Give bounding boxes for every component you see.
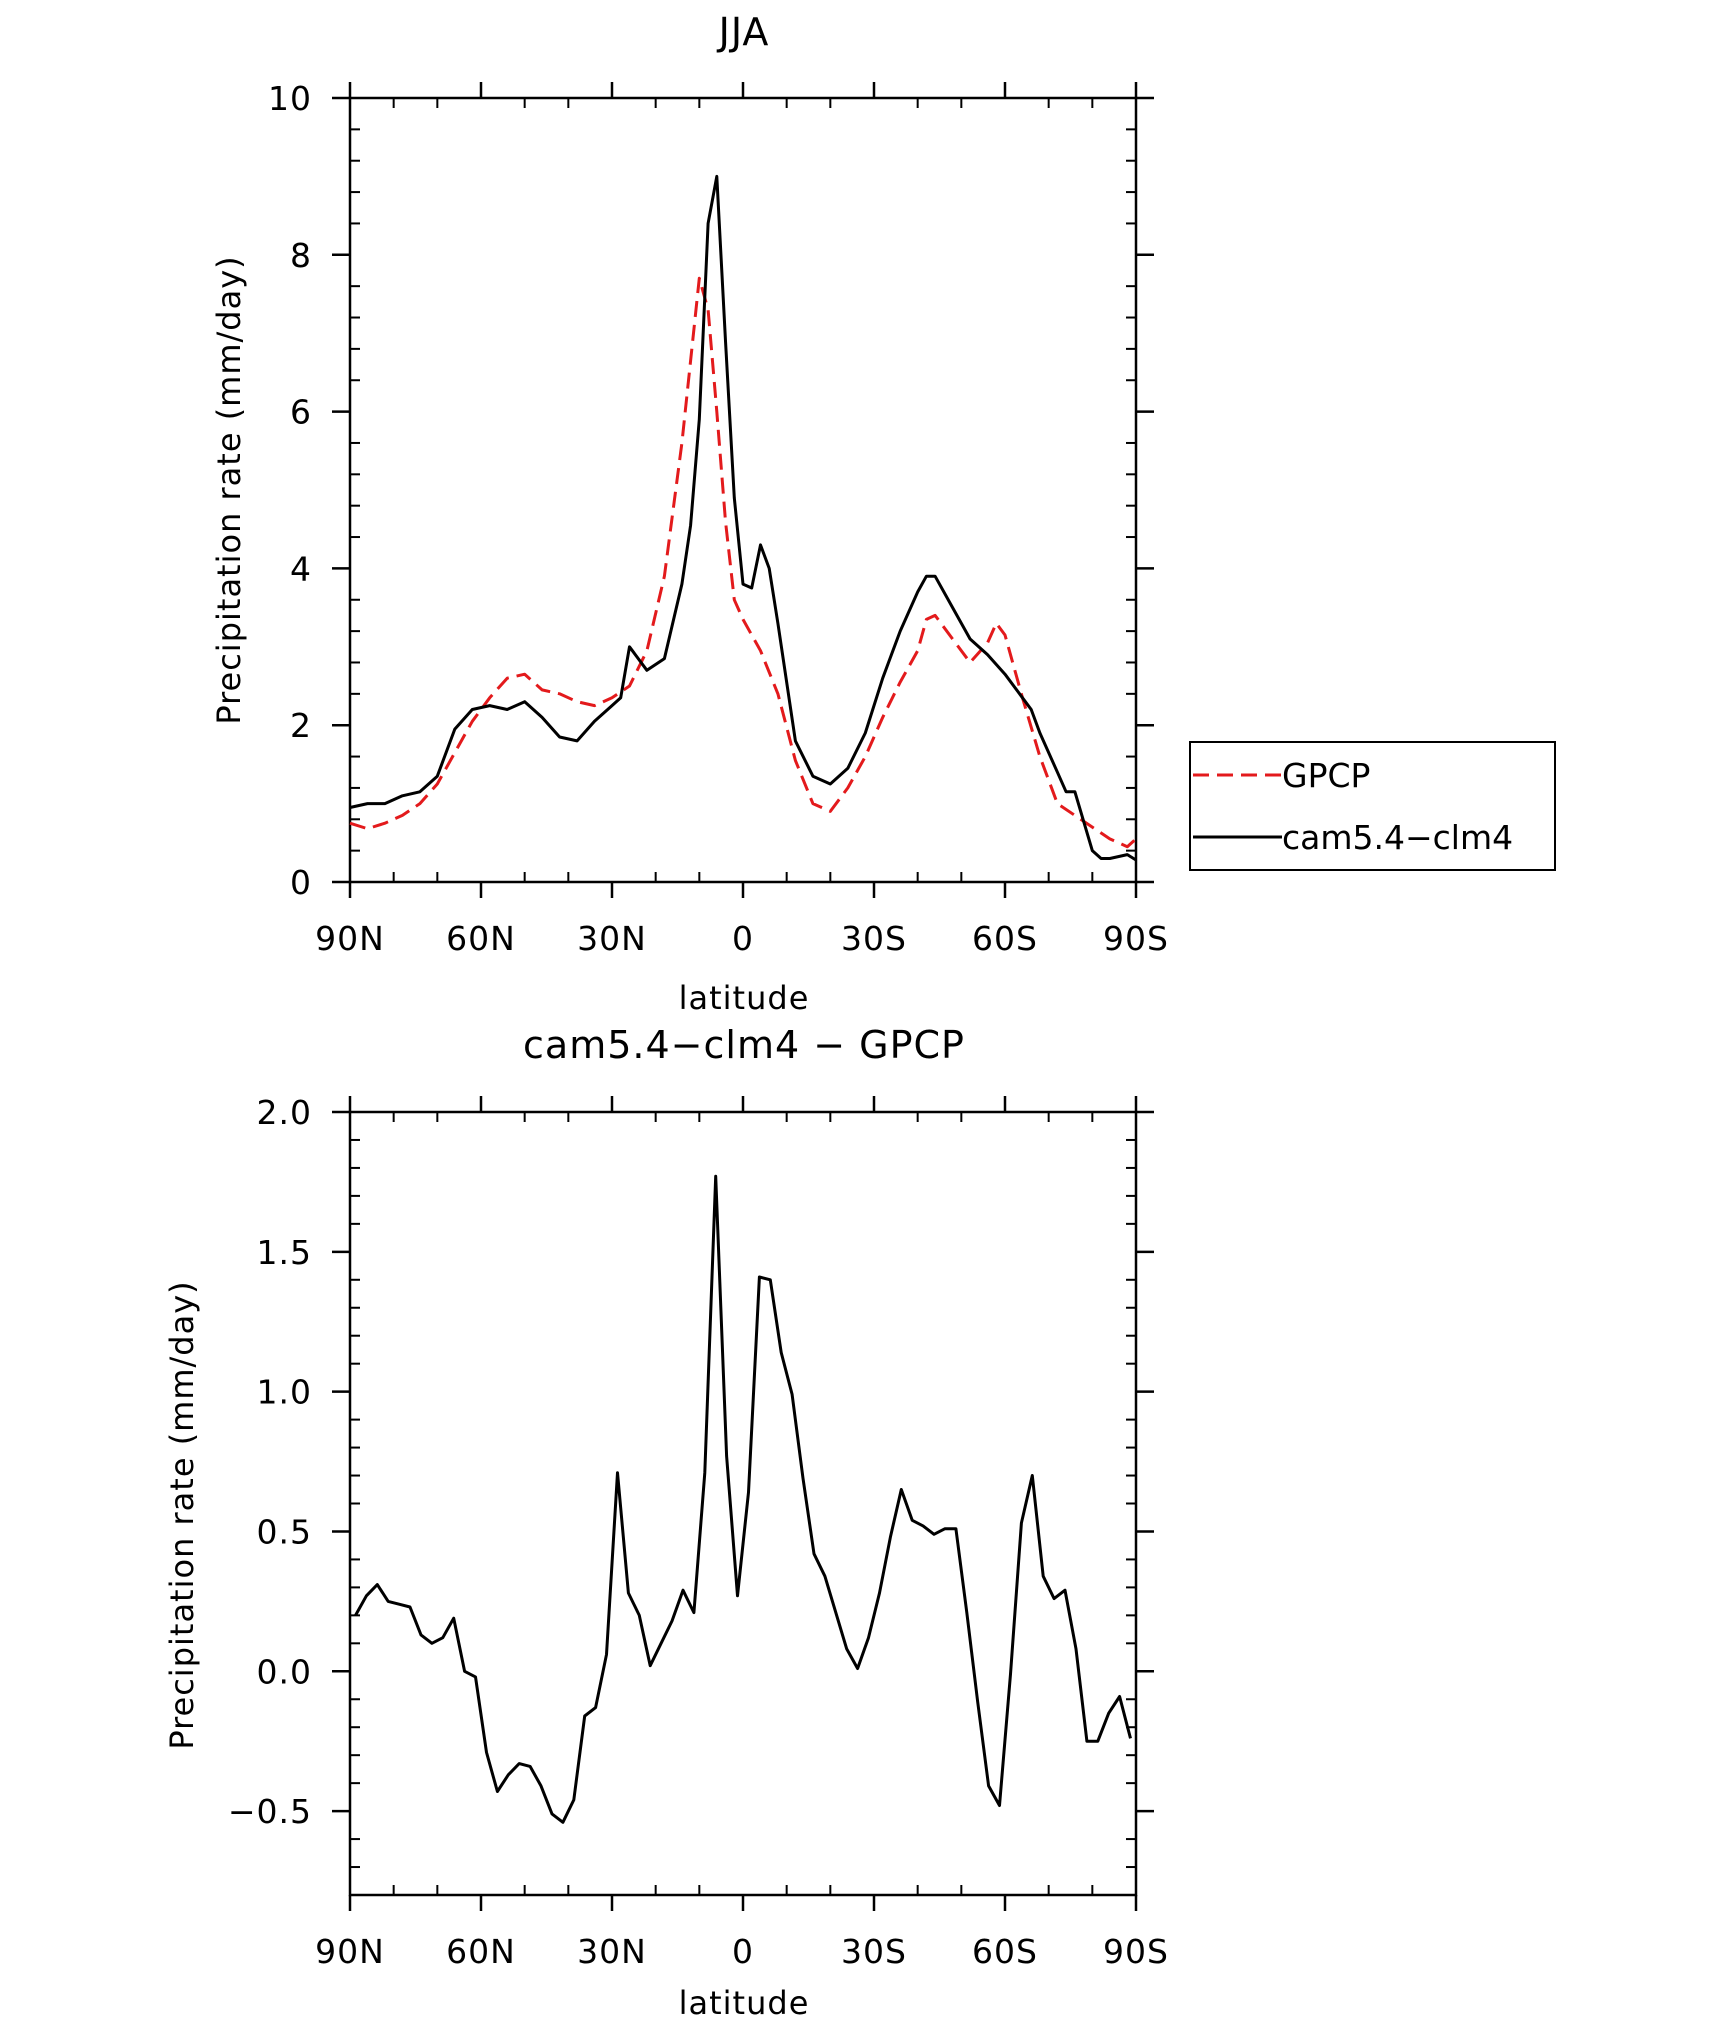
- panel-top-y-axis-label: Precipitation rate (mm/day): [210, 255, 248, 724]
- legend-label-cam: cam5.4−clm4: [1282, 818, 1513, 857]
- y-tick-label: 0.0: [257, 1652, 312, 1691]
- panel-bottom-title: cam5.4−clm4 − GPCP: [523, 1023, 965, 1067]
- y-tick-label: 2.0: [257, 1093, 312, 1132]
- panel-top-x-ticks: 90N 60N 30N 0 30S 60S 90S: [315, 82, 1169, 958]
- legend-label-gpcp: GPCP: [1282, 756, 1370, 795]
- y-tick-label: 4: [290, 549, 312, 588]
- panel-top-frame: [348, 96, 1138, 884]
- y-tick-label: 0: [290, 863, 312, 902]
- panel-bottom: cam5.4−clm4 − GPCP −0.5 0.0 0.5 1.0 1.5 2.0 9…: [163, 1023, 1169, 2022]
- panel-top-x-axis-label: latitude: [679, 979, 810, 1017]
- panel-top-series: [349, 174, 1138, 862]
- series-line-gpcp: [349, 276, 1138, 849]
- panel-bottom-frame: [348, 1110, 1138, 1897]
- y-tick-label: 1.0: [257, 1373, 312, 1412]
- x-tick-label: 60S: [972, 1932, 1038, 1971]
- x-tick-label: 60S: [972, 919, 1038, 958]
- panel-bottom-y-axis-label: Precipitation rate (mm/day): [163, 1280, 201, 1749]
- panel-bottom-y-ticks: −0.5 0.0 0.5 1.0 1.5 2.0: [228, 1093, 1154, 1896]
- panel-bottom-x-axis-label: latitude: [679, 1984, 810, 2021]
- plot-frame: [348, 96, 1138, 884]
- panel-top-y-ticks: 0 2 4 6 8 10: [268, 79, 1154, 902]
- panel-top-title: JJA: [717, 10, 770, 54]
- x-tick-label: 90S: [1103, 1932, 1169, 1971]
- x-tick-label: 30S: [841, 919, 907, 958]
- y-tick-label: 2: [290, 706, 312, 745]
- y-tick-label: 10: [268, 79, 312, 118]
- y-tick-label: 0.5: [257, 1512, 312, 1551]
- x-tick-label: 0: [732, 1932, 754, 1971]
- series-line-cam: [349, 174, 1137, 862]
- y-tick-label: 1.5: [257, 1233, 312, 1272]
- y-tick-label: −0.5: [228, 1792, 312, 1831]
- x-tick-label: 90N: [315, 1932, 385, 1971]
- x-tick-label: 90N: [315, 919, 385, 958]
- y-tick-label: 8: [290, 236, 312, 275]
- x-tick-label: 60N: [446, 919, 516, 958]
- x-tick-label: 30N: [577, 1932, 647, 1971]
- legend: GPCP cam5.4−clm4: [1189, 741, 1556, 871]
- x-tick-label: 60N: [446, 1932, 516, 1971]
- x-tick-label: 0: [732, 919, 754, 958]
- plot-frame: [348, 1110, 1138, 1897]
- legend-box: [1189, 741, 1556, 871]
- x-tick-label: 30N: [577, 919, 647, 958]
- panel-bottom-x-ticks: 90N 60N 30N 0 30S 60S 90S: [315, 1096, 1169, 1971]
- x-tick-label: 90S: [1103, 919, 1169, 958]
- series-line-difference: [354, 1174, 1132, 1824]
- x-tick-label: 30S: [841, 1932, 907, 1971]
- panel-top: JJA 0 2 4 6 8 10 90N 60N 30N 0 30S 60S 90S latitude…: [210, 10, 1556, 1017]
- y-tick-label: 6: [290, 393, 312, 432]
- panel-bottom-series: [354, 1174, 1132, 1824]
